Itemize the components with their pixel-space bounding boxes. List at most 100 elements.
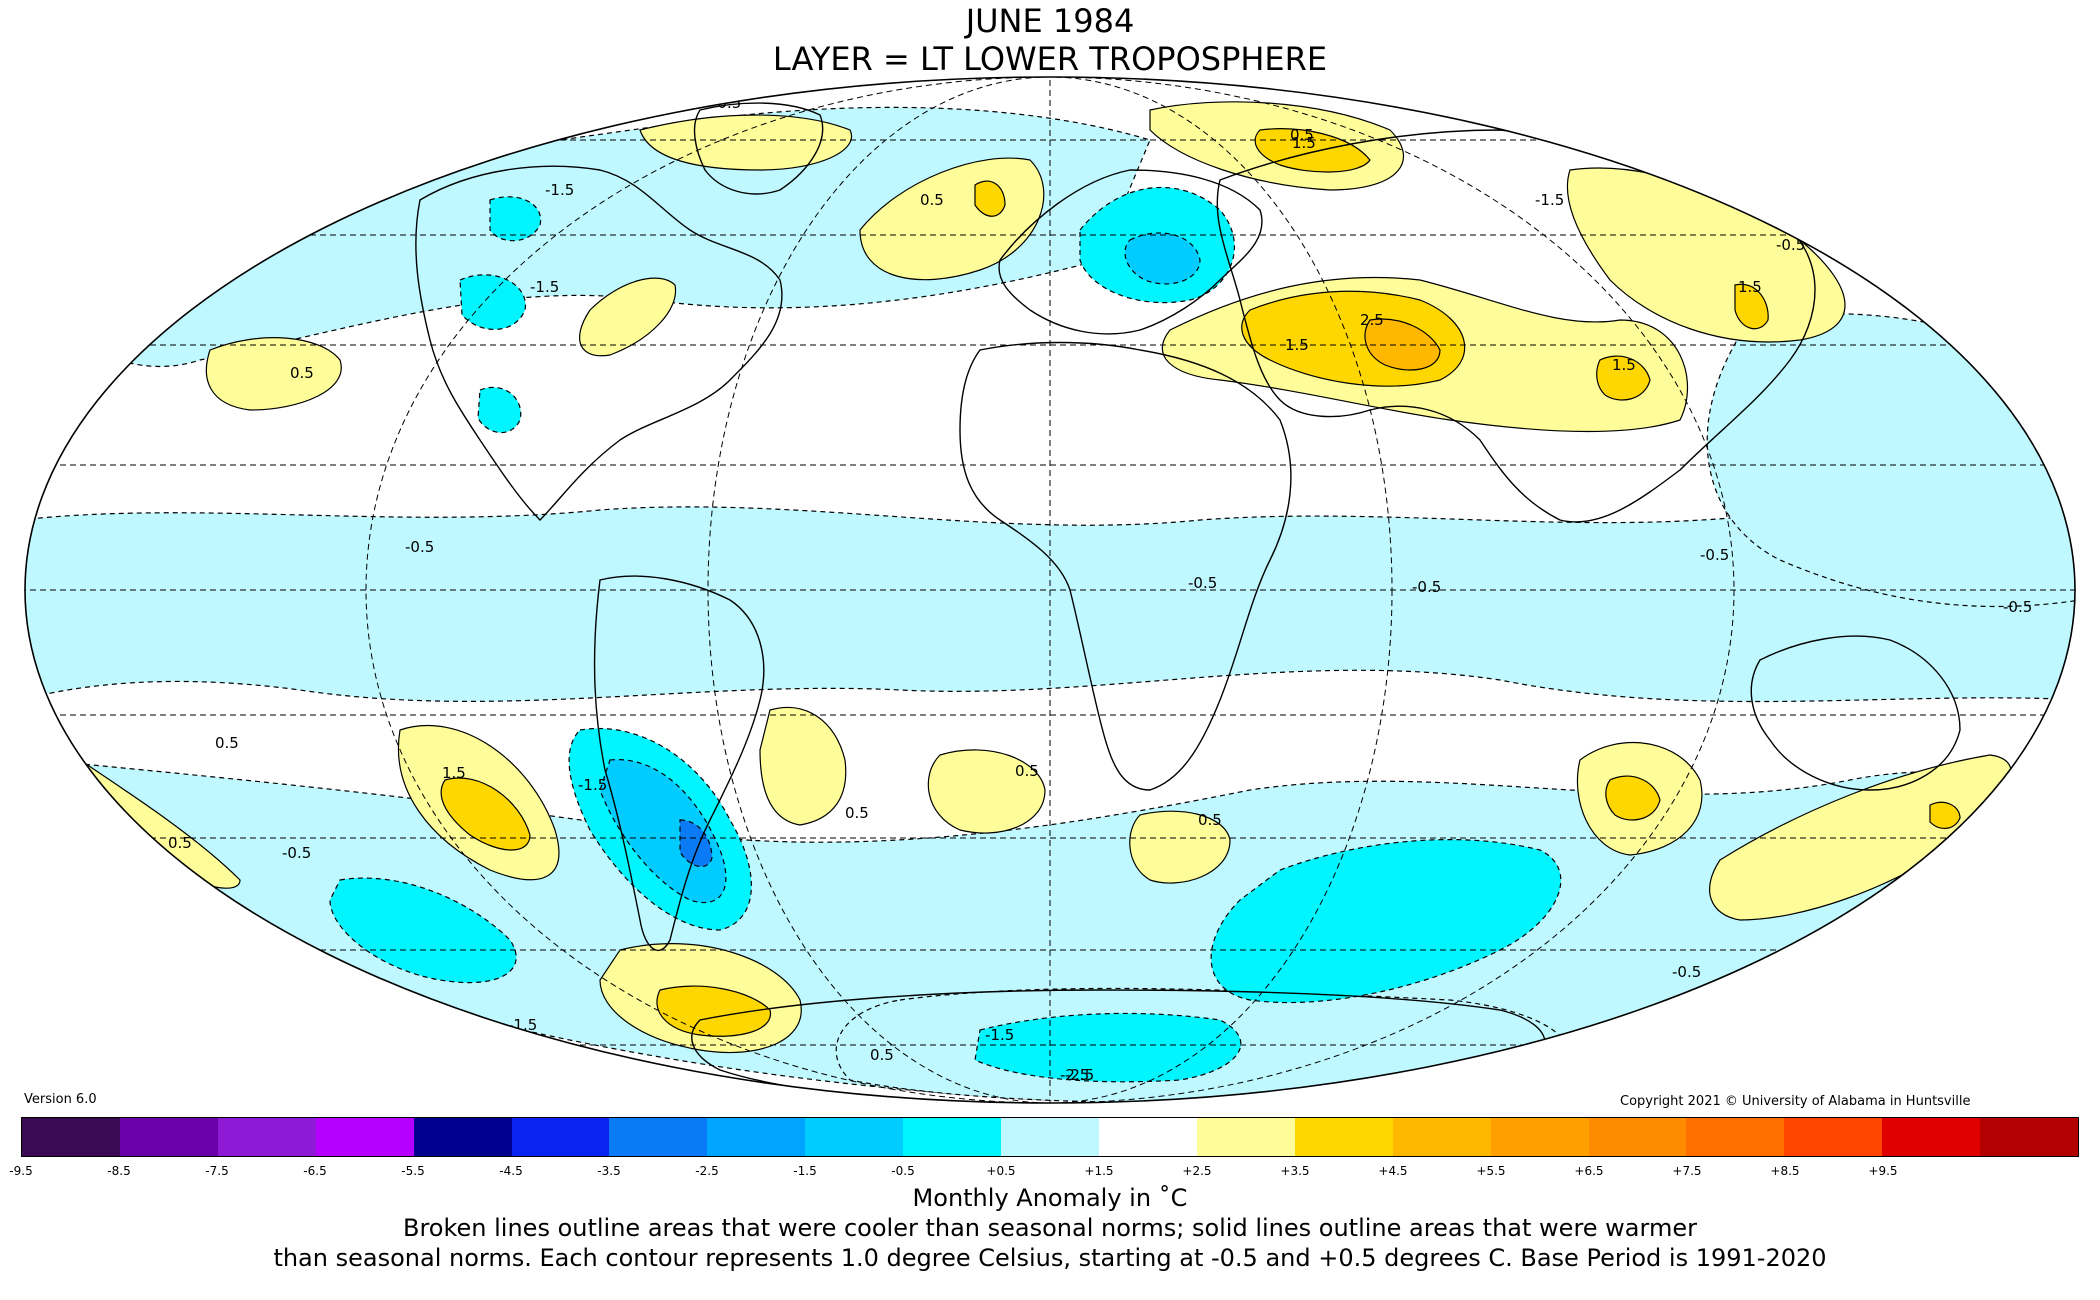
contour-label: -2.5 <box>1065 1066 1094 1084</box>
contour-label: -1.5 <box>545 181 574 199</box>
africa-outline <box>959 341 1292 791</box>
contour-label: 1.5 <box>1292 134 1316 152</box>
colorbar-ticks: -9.5 -8.5 -7.5 -6.5 -5.5 -4.5 -3.5 -2.5 -1.5 -0.5… <box>0 1164 2100 1182</box>
contour-label: 2.5 <box>1360 311 1384 329</box>
warm-patch-south-africa <box>1129 810 1231 884</box>
colorbar-tick-label: +9.5 <box>1868 1164 1898 1178</box>
cold-patch-antarctica <box>974 1012 1242 1083</box>
warm-patch-south-atlantic <box>927 749 1046 834</box>
hot-patch-china <box>1596 355 1651 401</box>
contour-label: -2.5 <box>1060 1066 1089 1084</box>
colorbar-tick-label: -1.5 <box>793 1164 817 1178</box>
contour-label: 0.5 <box>215 734 239 752</box>
colorbar-tick-label: -5.5 <box>401 1164 425 1178</box>
legend-note-line2: than seasonal norms. Each contour repres… <box>273 1244 1827 1272</box>
cold-patch-south-pacific <box>329 877 517 984</box>
contour-label: -1.5 <box>985 1026 1014 1044</box>
copyright-label: Copyright 2021 © University of Alabama i… <box>1620 1094 1971 1109</box>
colorbar-unit-label: Monthly Anomaly in ˚C <box>912 1184 1188 1212</box>
anomaly-map: -0.5 0.5 -1.5 1.5 -2.5 2.5 -0.5 0.5 -1.5… <box>24 76 2076 1104</box>
cold-patch-canada <box>459 274 527 330</box>
colder-patch-south-america <box>599 759 727 904</box>
warm-patch-north-pacific <box>205 337 342 411</box>
contour-label: 0.5 <box>290 364 314 382</box>
colorbar-swatch <box>511 1118 610 1156</box>
colder-patch-europe <box>1124 232 1201 285</box>
colorbar-tick-label: -4.5 <box>499 1164 523 1178</box>
warm-patch-brazil <box>759 706 847 826</box>
contour-label: -0.5 <box>1672 963 1701 981</box>
contour-label: 0.5 <box>1198 811 1222 829</box>
south-america-outline <box>593 575 765 952</box>
contour-label: -1.5 <box>530 278 559 296</box>
globe-outline <box>24 76 2076 1104</box>
graticule <box>25 77 2075 1103</box>
colorbar-tick-label: +1.5 <box>1084 1164 1114 1178</box>
australia-outline <box>1750 635 1961 791</box>
contour-label: -0.5 <box>1412 578 1441 596</box>
colorbar-swatch <box>315 1118 414 1156</box>
colorbar-tick-label: -6.5 <box>303 1164 327 1178</box>
hot-patch-north-atlantic <box>974 180 1006 217</box>
colorbar-swatch <box>1784 1118 1883 1156</box>
colorbar-tick-label: +5.5 <box>1476 1164 1506 1178</box>
contour-label: -0.5 <box>282 844 311 862</box>
contour-label: 0.5 <box>920 191 944 209</box>
map-title: JUNE 1984 <box>965 2 1135 40</box>
north-america-outline <box>415 165 783 521</box>
contour-label: -1.5 <box>1535 191 1564 209</box>
colorbar-swatch <box>413 1118 512 1156</box>
warm-patch-arctic-greenland <box>639 114 853 171</box>
contour-label: 1.5 <box>1738 278 1762 296</box>
contour-label: 0.5 <box>1015 762 1039 780</box>
contour-label: -0.5 <box>1700 546 1729 564</box>
colorbar-tick-label: +6.5 <box>1574 1164 1604 1178</box>
colorbar-tick-label: -8.5 <box>107 1164 131 1178</box>
contour-label: -0.5 <box>1188 574 1217 592</box>
colorbar-swatch <box>903 1118 1002 1156</box>
colorbar-tick-label: +7.5 <box>1672 1164 1702 1178</box>
colorbar-swatch <box>1490 1118 1589 1156</box>
colorbar-swatch <box>1392 1118 1491 1156</box>
contour-label: -0.5 <box>1776 236 1805 254</box>
colorbar-tick-label: +4.5 <box>1378 1164 1408 1178</box>
colorbar-swatch <box>1686 1118 1785 1156</box>
contour-label: 0.5 <box>168 834 192 852</box>
contour-label: -1.5 <box>578 776 607 794</box>
colorbar-swatch <box>119 1118 218 1156</box>
contour-label: -0.5 <box>405 538 434 556</box>
colorbar-swatch <box>1098 1118 1197 1156</box>
colorbar-swatch <box>805 1118 904 1156</box>
europe-outline <box>998 169 1263 335</box>
colorbar-tick-label: -0.5 <box>891 1164 915 1178</box>
colorbar-tick-label: +8.5 <box>1770 1164 1800 1178</box>
cold-patch-southern-ocean <box>1210 838 1562 1004</box>
colorbar-tick-label: +2.5 <box>1182 1164 1212 1178</box>
anomaly-field: -0.5 0.5 -1.5 1.5 -2.5 2.5 -0.5 0.5 -1.5… <box>25 77 2075 1103</box>
contour-label: 1.5 <box>1285 336 1309 354</box>
colorbar-swatch <box>1882 1118 1981 1156</box>
colorbar-swatch <box>1294 1118 1393 1156</box>
colorbar-tick-label: -2.5 <box>695 1164 719 1178</box>
contour-label: -1.5 <box>508 1016 537 1034</box>
colorbar-swatch <box>1001 1118 1099 1156</box>
warm-patch-labrador <box>579 277 677 357</box>
layer-subtitle: LAYER = LT LOWER TROPOSPHERE <box>772 40 1328 78</box>
colorbar-tick-label: +3.5 <box>1280 1164 1310 1178</box>
hot-patch-south-pacific-west <box>440 777 531 851</box>
contour-label: 0.5 <box>1290 126 1314 144</box>
cold-patch-alaska <box>489 196 542 242</box>
hot-patch-east-siberia <box>1734 283 1769 330</box>
colorbar-swatch <box>609 1118 708 1156</box>
colorbar-swatch <box>1588 1118 1687 1156</box>
cold-patch-us <box>477 386 522 434</box>
version-label: Version 6.0 <box>24 1092 97 1107</box>
legend-note-line1: Broken lines outline areas that were coo… <box>403 1214 1697 1242</box>
colorbar-tick-label: -7.5 <box>205 1164 229 1178</box>
contour-label: 1.5 <box>442 764 466 782</box>
colorbar-swatch <box>217 1118 316 1156</box>
colorbar-tick-label: -3.5 <box>597 1164 621 1178</box>
contour-label: -0.5 <box>2003 598 2032 616</box>
colorbar-swatch <box>22 1118 120 1156</box>
colorbar-tick-label: -9.5 <box>9 1164 33 1178</box>
